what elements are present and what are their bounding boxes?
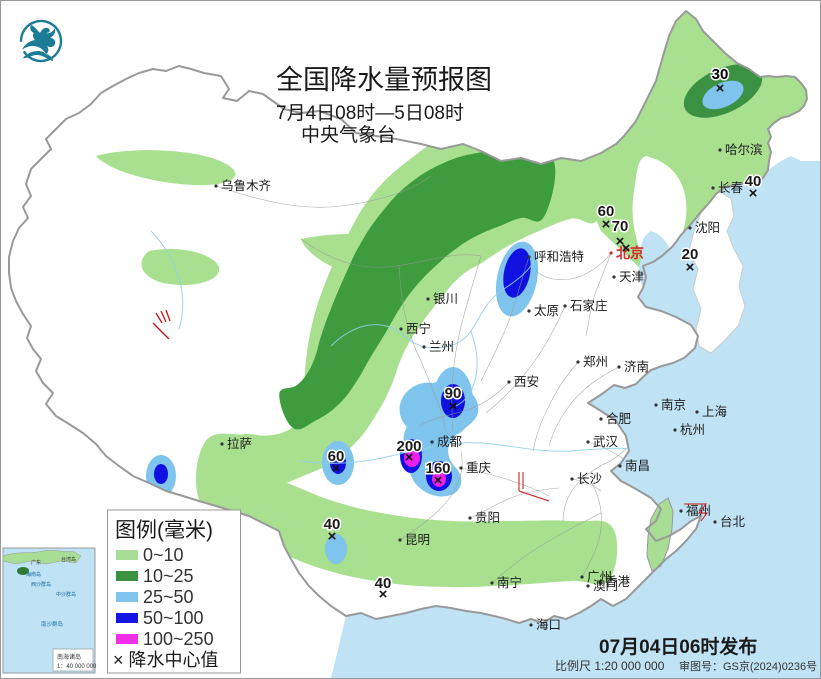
svg-text:长春: 长春	[718, 181, 744, 195]
svg-text:西宁: 西宁	[406, 321, 431, 336]
svg-text:10~25: 10~25	[143, 566, 194, 586]
svg-text:×: ×	[602, 216, 611, 233]
svg-text:×: ×	[328, 528, 337, 545]
svg-text:中沙群岛: 中沙群岛	[56, 591, 76, 598]
svg-text:天津: 天津	[619, 270, 644, 284]
svg-text:×: ×	[716, 80, 725, 97]
svg-text:呼和浩特: 呼和浩特	[534, 249, 584, 264]
svg-text:×: ×	[332, 460, 341, 477]
svg-text:兰州: 兰州	[429, 340, 454, 354]
svg-text:7月4日08时—5日08时: 7月4日08时—5日08时	[276, 102, 464, 124]
svg-text:×: ×	[686, 259, 695, 276]
svg-text:贵阳: 贵阳	[475, 511, 500, 525]
svg-text:台北: 台北	[720, 514, 746, 529]
svg-text:沈阳: 沈阳	[695, 220, 720, 235]
svg-text:上海: 上海	[702, 404, 728, 419]
svg-text:07月04日06时发布: 07月04日06时发布	[599, 635, 757, 658]
svg-text:图例(毫米): 图例(毫米)	[115, 519, 213, 542]
svg-text:审图号：GS京(2024)0236号: 审图号：GS京(2024)0236号	[679, 659, 817, 673]
svg-text:昆明: 昆明	[405, 533, 430, 547]
svg-text:100~250: 100~250	[143, 629, 214, 649]
svg-text:郑州: 郑州	[583, 354, 608, 369]
svg-text:× 降水中心值: × 降水中心值	[113, 650, 219, 670]
svg-text:石家庄: 石家庄	[570, 298, 608, 313]
svg-text:×: ×	[379, 586, 388, 603]
svg-text:×: ×	[434, 472, 443, 489]
svg-text:比例尺 1:20 000 000: 比例尺 1:20 000 000	[555, 659, 665, 673]
svg-text:济南: 济南	[624, 359, 649, 374]
svg-text:0~10: 0~10	[143, 545, 184, 565]
svg-text:×: ×	[749, 185, 758, 202]
svg-text:全国降水量预报图: 全国降水量预报图	[276, 65, 492, 95]
svg-text:澳门: 澳门	[593, 578, 618, 593]
svg-text:成都: 成都	[437, 435, 463, 449]
svg-text:南沙群岛: 南沙群岛	[41, 620, 64, 628]
svg-text:南京: 南京	[661, 397, 686, 412]
svg-text:银川: 银川	[433, 292, 458, 306]
svg-text:武汉: 武汉	[593, 435, 619, 449]
svg-text:中央气象台: 中央气象台	[301, 124, 396, 146]
svg-text:×: ×	[449, 398, 458, 415]
svg-text:25~50: 25~50	[143, 587, 194, 607]
svg-text:南昌: 南昌	[625, 458, 650, 473]
svg-text:×: ×	[622, 240, 631, 257]
svg-text:哈尔滨: 哈尔滨	[725, 142, 763, 157]
svg-text:南宁: 南宁	[497, 575, 522, 590]
svg-text:×: ×	[405, 449, 414, 466]
svg-text:乌鲁木齐: 乌鲁木齐	[221, 178, 272, 193]
svg-text:50~100: 50~100	[143, 608, 204, 628]
svg-text:杭州: 杭州	[680, 422, 705, 437]
svg-text:台湾岛: 台湾岛	[61, 556, 76, 563]
svg-text:海口: 海口	[536, 617, 561, 632]
svg-text:重庆: 重庆	[466, 460, 492, 475]
svg-text:西安: 西安	[514, 374, 539, 389]
svg-text:广东: 广东	[31, 559, 41, 566]
svg-text:南海诸岛: 南海诸岛	[57, 653, 81, 661]
svg-text:长沙: 长沙	[577, 472, 603, 486]
svg-text:1：40 000 000: 1：40 000 000	[57, 664, 97, 670]
svg-text:西沙群岛: 西沙群岛	[31, 581, 51, 588]
svg-text:合肥: 合肥	[606, 411, 632, 426]
svg-text:拉萨: 拉萨	[227, 436, 252, 451]
svg-text:海南岛: 海南岛	[26, 571, 41, 578]
svg-text:太原: 太原	[534, 303, 559, 318]
svg-text:福州: 福州	[686, 503, 711, 518]
